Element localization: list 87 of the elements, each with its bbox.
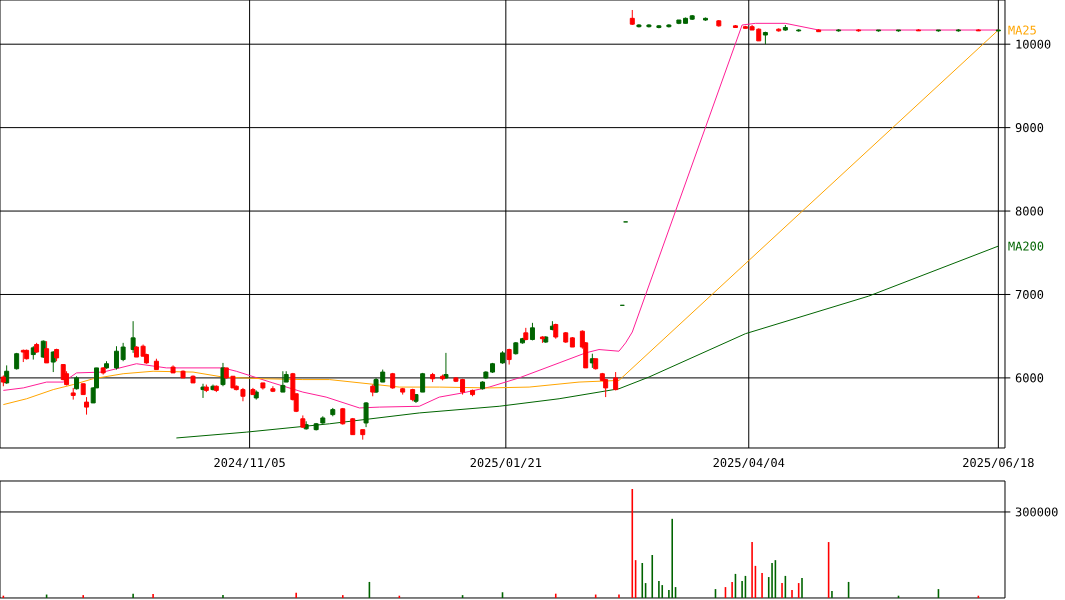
- candlestick: [995, 29, 1001, 33]
- candlestick: [563, 331, 569, 344]
- candlestick: [270, 385, 276, 393]
- candlestick: [716, 19, 722, 28]
- candlestick: [975, 28, 981, 32]
- x-tick-label: 2024/11/05: [214, 458, 285, 469]
- candlestick: [350, 417, 356, 436]
- candlestick: [153, 358, 159, 371]
- y-tick-label: 10000: [1016, 39, 1051, 49]
- candlestick: [80, 383, 86, 396]
- x-tick-label: 2025/04/04: [713, 458, 785, 469]
- candlestick: [915, 28, 921, 32]
- candlestick: [593, 358, 599, 371]
- candlestick: [34, 342, 40, 354]
- candlestick: [360, 429, 366, 441]
- candlestick: [20, 349, 26, 363]
- candlestick: [543, 335, 549, 344]
- candlestick: [480, 380, 486, 391]
- candlestick: [340, 407, 346, 426]
- candlestick: [656, 24, 662, 29]
- candlestick: [816, 28, 822, 33]
- candlestick: [130, 320, 136, 354]
- candlestick: [300, 414, 306, 429]
- y-tick-label: 8000: [1015, 206, 1044, 216]
- candlestick: [782, 24, 788, 32]
- candlestick: [529, 322, 535, 341]
- series-label: MA25: [1008, 25, 1036, 35]
- candlestick: [500, 350, 505, 365]
- candlestick: [104, 360, 109, 370]
- y-tick-label: 7000: [1015, 289, 1044, 300]
- candlestick: [54, 348, 60, 362]
- x-tick-label: 2025/01/21: [470, 458, 542, 469]
- line-series: [175, 245, 999, 439]
- candlestick: [400, 387, 406, 396]
- candlestick: [24, 349, 30, 361]
- candlestick: [203, 384, 209, 393]
- candlestick: [732, 24, 738, 29]
- candlestick: [170, 364, 176, 374]
- candlestick: [896, 29, 902, 33]
- candlestick: [513, 341, 519, 356]
- candlestick: [190, 374, 196, 384]
- candlestick: [762, 31, 768, 45]
- candlestick: [523, 327, 529, 341]
- candlestick: [689, 14, 695, 21]
- candlestick: [420, 372, 426, 393]
- candlestick: [74, 375, 80, 391]
- candlestick: [84, 396, 90, 416]
- candlestick: [100, 366, 106, 376]
- x-tick-label: 2025/06/18: [963, 458, 1034, 469]
- candlestick: [519, 337, 525, 345]
- candlestick: [569, 336, 575, 348]
- candlestick: [370, 384, 376, 397]
- series-label: MA200: [1008, 241, 1044, 251]
- candlestick: [703, 17, 708, 22]
- candlestick: [260, 382, 266, 391]
- candlestick: [506, 348, 512, 366]
- candlestick: [666, 23, 672, 29]
- candlestick: [410, 388, 416, 402]
- y-tick-label: 9000: [1015, 123, 1044, 133]
- candlestick: [200, 383, 206, 399]
- candlestick: [390, 372, 396, 390]
- candlestick: [14, 352, 20, 371]
- candlestick: [363, 401, 369, 428]
- candlestick: [636, 23, 642, 29]
- candlestick: [539, 335, 545, 344]
- candlestick: [470, 389, 476, 397]
- candlestick: [553, 323, 559, 340]
- candlestick: [430, 372, 436, 383]
- candlestick: [935, 29, 941, 33]
- candlestick: [250, 387, 256, 396]
- candlestick: [856, 28, 862, 33]
- candlestick: [280, 370, 286, 393]
- candlestick: [330, 407, 336, 417]
- candlestick: [646, 23, 652, 29]
- candlestick: [876, 29, 882, 33]
- candlestick: [613, 371, 619, 391]
- y-tick-label: 6000: [1015, 373, 1044, 383]
- candlestick: [213, 384, 219, 393]
- candlestick: [0, 374, 6, 387]
- candlestick: [629, 9, 635, 26]
- candlestick: [180, 369, 186, 379]
- candlestick: [796, 28, 802, 33]
- candlestick: [44, 340, 50, 364]
- candlestick: [836, 28, 842, 33]
- y-tick-label: 300000: [1015, 507, 1058, 517]
- candlestick: [70, 387, 76, 401]
- candlestick: [955, 28, 961, 33]
